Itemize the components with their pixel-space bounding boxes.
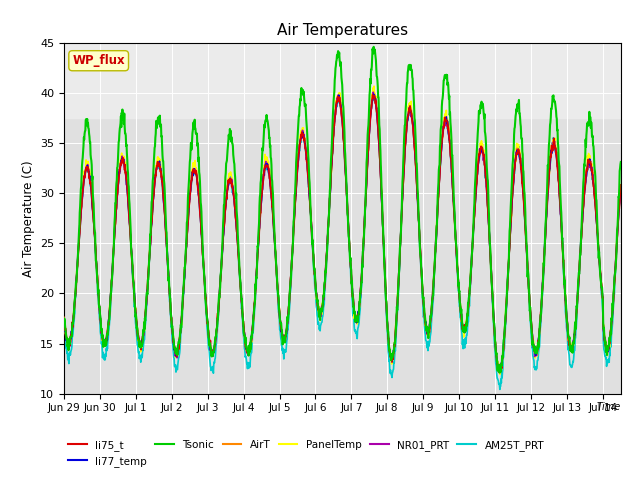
Y-axis label: Air Temperature (C): Air Temperature (C) — [22, 160, 35, 276]
Title: Air Temperatures: Air Temperatures — [277, 23, 408, 38]
Bar — [64, 43, 621, 118]
Legend: li75_t, li77_temp, Tsonic, AirT, PanelTemp, NR01_PRT, AM25T_PRT: li75_t, li77_temp, Tsonic, AirT, PanelTe… — [64, 436, 548, 471]
Text: Time: Time — [596, 402, 621, 412]
Text: WP_flux: WP_flux — [72, 54, 125, 67]
